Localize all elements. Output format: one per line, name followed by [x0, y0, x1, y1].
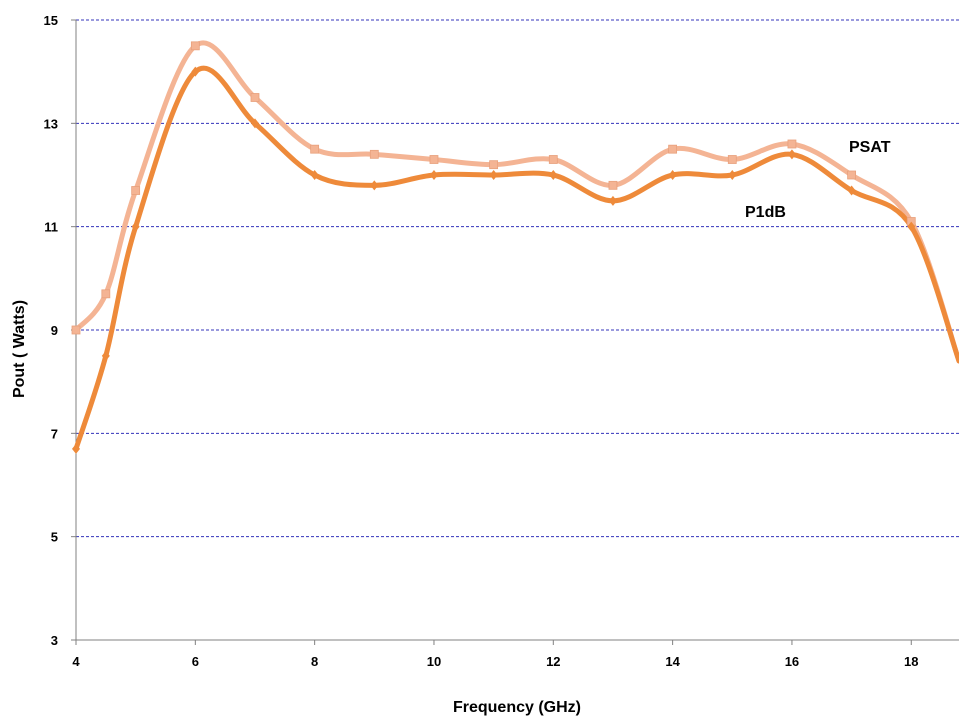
- point-psat-12: [727, 155, 737, 164]
- x-tick-label-16: 16: [785, 654, 799, 669]
- point-psat-11: [668, 144, 678, 154]
- point-p1db-7: [429, 170, 438, 180]
- point-psat-10: [608, 180, 618, 190]
- y-tick-label-13: 13: [44, 116, 58, 131]
- point-psat-7: [429, 155, 439, 164]
- point-p1db-13: [787, 149, 796, 160]
- point-psat-0: [71, 325, 81, 335]
- x-tick-label-4: 4: [72, 654, 80, 669]
- point-psat-3: [190, 41, 200, 51]
- point-psat-9: [548, 155, 558, 164]
- tick-labels: 3 5 7 9 11 13 15 4 6 8 10 12 14 16 18: [44, 13, 919, 669]
- y-tick-label-9: 9: [51, 323, 58, 338]
- gridlines: [76, 19, 959, 538]
- y-axis-title: Pout ( Watts): [11, 300, 28, 398]
- point-p1db-1: [101, 350, 110, 361]
- point-p1db-12: [728, 170, 737, 180]
- axes: [71, 19, 959, 645]
- y-tick-label-3: 3: [51, 633, 58, 648]
- psat-label: PSAT: [849, 139, 891, 156]
- point-psat-8: [489, 160, 499, 170]
- y-tick-label-5: 5: [51, 530, 58, 545]
- x-tick-label-14: 14: [665, 654, 680, 669]
- point-p1db-4: [250, 118, 259, 129]
- point-p1db-14: [847, 185, 856, 196]
- point-p1db-9: [549, 170, 558, 180]
- series-lines: [73, 40, 959, 452]
- point-psat-14: [847, 170, 857, 180]
- point-psat-6: [369, 149, 379, 159]
- point-psat-4: [250, 93, 260, 102]
- point-p1db-0: [72, 443, 80, 454]
- point-p1db-8: [489, 170, 498, 180]
- series-markers: [71, 41, 916, 454]
- point-p1db-5: [310, 170, 319, 180]
- x-tick-label-10: 10: [427, 654, 441, 669]
- point-psat-5: [310, 144, 320, 154]
- y-tick-label-7: 7: [51, 426, 58, 441]
- point-p1db-15: [907, 221, 916, 232]
- point-psat-2: [131, 186, 141, 195]
- point-psat-1: [101, 289, 111, 299]
- x-tick-label-6: 6: [192, 654, 199, 669]
- y-tick-label-15: 15: [44, 13, 58, 28]
- point-psat-13: [787, 139, 797, 149]
- x-tick-label-12: 12: [546, 654, 560, 669]
- series-line-p1db: [73, 65, 959, 452]
- x-axis-title: Frequency (GHz): [453, 699, 581, 716]
- point-p1db-11: [668, 170, 677, 180]
- p1db-label: P1dB: [745, 204, 786, 221]
- point-p1db-6: [370, 180, 379, 191]
- point-p1db-2: [131, 221, 140, 232]
- series-line-psat: [73, 40, 959, 364]
- y-tick-label-11: 11: [44, 220, 58, 235]
- x-tick-label-18: 18: [904, 654, 918, 669]
- point-p1db-3: [191, 66, 200, 77]
- point-p1db-10: [608, 195, 617, 206]
- x-tick-label-8: 8: [311, 654, 318, 669]
